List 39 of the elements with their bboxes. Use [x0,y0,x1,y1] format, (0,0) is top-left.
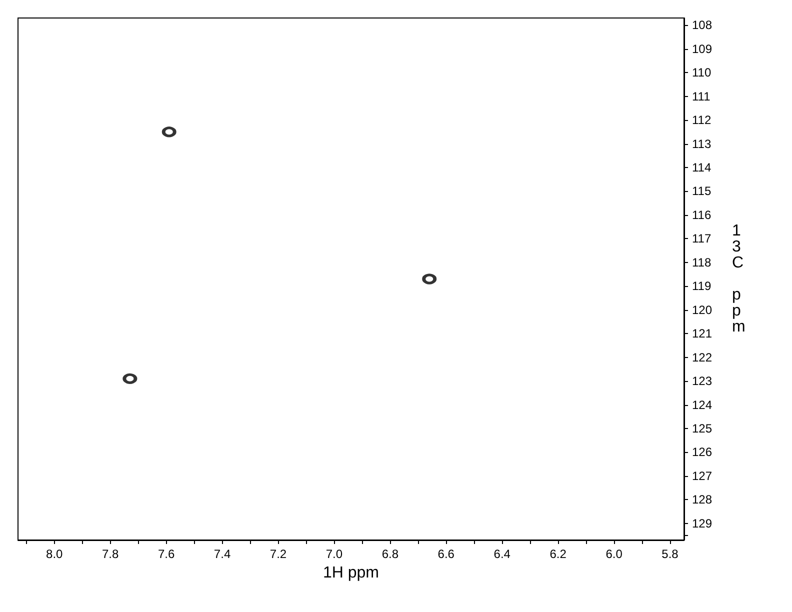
x-tick-label: 7.8 [102,547,120,561]
point [162,126,176,138]
y-tick-label: 121 [692,326,712,341]
y-tick-label: 123 [692,374,712,388]
y-tick-label: 124 [692,398,712,412]
x-tick-label: 8.0 [46,547,64,561]
y-tick-label: 122 [692,350,712,364]
y-tick-label: 117 [692,232,712,246]
y-tick-label: 118 [692,255,712,270]
x-tick-label: 7.6 [158,547,175,561]
x-tick-label: 5.8 [662,547,679,561]
y-tick-label: 114 [692,160,712,174]
y-tick-label: 126 [692,445,712,460]
x-axis-title: 1H ppm [322,564,380,582]
x-tick-label: 6.8 [382,547,399,561]
y-tick-label: 119 [692,279,712,294]
x-tick-label: 6.4 [494,547,511,561]
point [122,373,137,384]
y-tick-label: 113 [692,136,712,151]
y-tick-label: 116 [692,208,712,222]
x-tick-label: 7.2 [270,547,287,561]
y-tick-label: 111 [692,89,711,104]
y-tick-label: 129 [692,516,712,530]
x-tick-label: 7.4 [214,547,231,561]
y-tick-label: 120 [692,302,712,317]
y-tick-label: 127 [692,468,712,483]
x-tick-label: 7.0 [326,547,343,561]
x-tick-label: 6.2 [550,547,567,561]
y-tick-label: 128 [692,492,712,507]
y-tick-label: 109 [692,42,712,56]
y-tick-label: 115 [692,184,712,198]
point [422,274,436,284]
x-tick-label: 6.6 [438,547,455,561]
y-tick-label: 110 [692,66,712,80]
y-tick-label: 108 [692,18,712,32]
y-axis-title: 13C ppm [732,222,746,336]
x-tick-label: 6.0 [606,547,623,561]
y-tick-label: 125 [692,421,712,436]
y-tick-label: 112 [692,113,712,128]
